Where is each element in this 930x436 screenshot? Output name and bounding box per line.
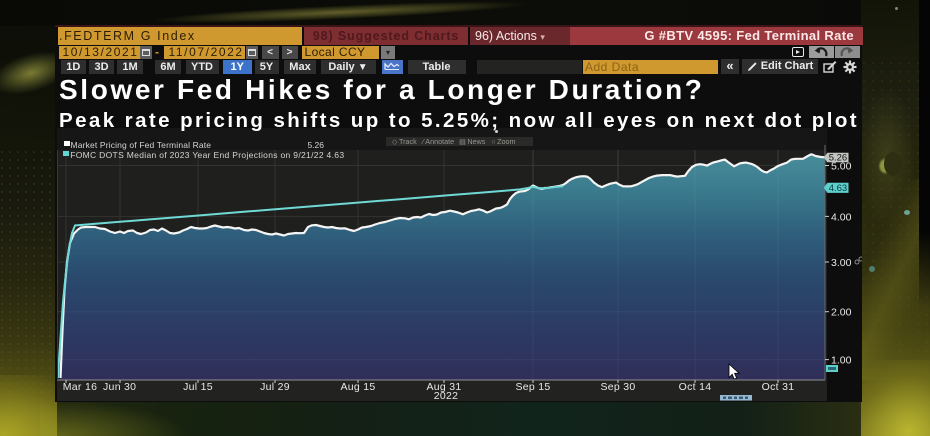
svg-text:Oct 31: Oct 31 [762,381,795,393]
svg-text:3.00: 3.00 [831,257,852,269]
svg-text:Jun 30: Jun 30 [103,381,136,393]
svg-text:Mar 16: Mar 16 [63,381,97,393]
svg-text:Jul 29: Jul 29 [260,381,290,393]
svg-text:5.26: 5.26 [829,153,848,164]
svg-text:4.63: 4.63 [829,183,848,194]
svg-text:5.00: 5.00 [831,161,852,173]
svg-text:Aug 15: Aug 15 [340,381,375,393]
svg-text:Oct 14: Oct 14 [679,381,712,393]
svg-text:2.00: 2.00 [831,307,852,319]
svg-text:Jul 15: Jul 15 [183,381,213,393]
svg-text:1.00: 1.00 [831,355,852,367]
svg-text:4.00: 4.00 [831,211,852,223]
svg-text:Aug 31: Aug 31 [426,381,461,393]
svg-text:2022: 2022 [434,390,459,402]
svg-text:Sep 30: Sep 30 [600,381,635,393]
svg-text:Sep 15: Sep 15 [515,381,550,393]
